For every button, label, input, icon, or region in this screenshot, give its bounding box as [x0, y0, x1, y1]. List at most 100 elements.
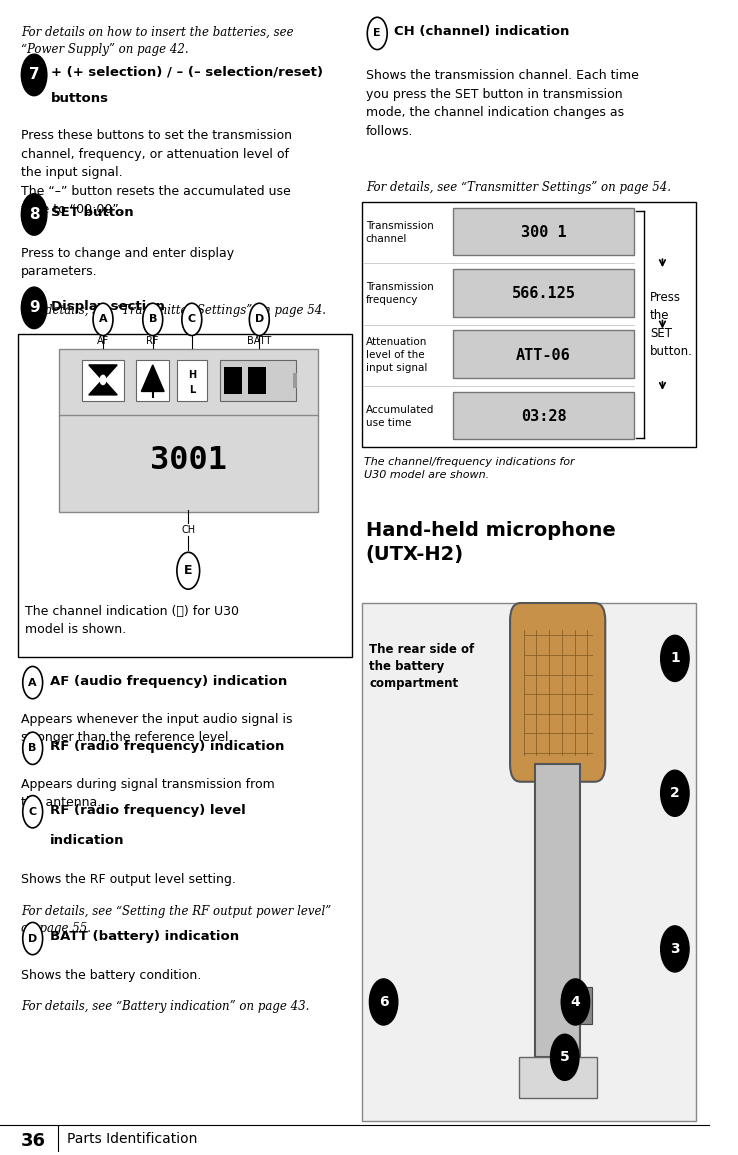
Text: Accumulated
use time: Accumulated use time — [366, 405, 434, 429]
Text: RF (radio frequency) indication: RF (radio frequency) indication — [49, 740, 284, 753]
Text: SET button: SET button — [51, 207, 134, 219]
FancyBboxPatch shape — [579, 988, 592, 1023]
FancyBboxPatch shape — [510, 603, 605, 782]
Text: D: D — [255, 314, 264, 325]
FancyBboxPatch shape — [452, 330, 635, 378]
Text: The channel indication (Ⓔ) for U30
model is shown.: The channel indication (Ⓔ) for U30 model… — [25, 605, 239, 636]
Polygon shape — [142, 365, 164, 392]
Text: 3001: 3001 — [150, 445, 227, 476]
Text: Display section: Display section — [51, 300, 165, 313]
Text: Transmission
frequency: Transmission frequency — [366, 283, 434, 305]
Circle shape — [21, 288, 47, 329]
Text: RF (radio frequency) level: RF (radio frequency) level — [49, 804, 246, 817]
FancyBboxPatch shape — [452, 208, 635, 255]
Text: Shows the battery condition.: Shows the battery condition. — [21, 969, 201, 982]
Text: The rear side of
the battery
compartment: The rear side of the battery compartment — [370, 643, 475, 691]
FancyBboxPatch shape — [452, 269, 635, 316]
Text: Press these buttons to set the transmission
channel, frequency, or attenuation l: Press these buttons to set the transmiss… — [21, 129, 292, 216]
Circle shape — [23, 796, 43, 828]
Text: 8: 8 — [29, 207, 39, 222]
Text: CH (channel) indication: CH (channel) indication — [394, 25, 570, 38]
Circle shape — [177, 552, 199, 589]
Text: For details, see “Setting the RF output power level”
on page 55.: For details, see “Setting the RF output … — [21, 906, 331, 936]
Text: Appears whenever the input audio signal is
stronger than the reference level.: Appears whenever the input audio signal … — [21, 713, 293, 744]
Text: AF: AF — [97, 336, 109, 345]
Text: Hand-held microphone
(UTX-H2): Hand-held microphone (UTX-H2) — [366, 521, 615, 565]
FancyBboxPatch shape — [362, 603, 696, 1120]
Circle shape — [93, 304, 113, 335]
Text: BATT (battery) indication: BATT (battery) indication — [49, 931, 239, 944]
FancyBboxPatch shape — [519, 1057, 597, 1097]
Text: 9: 9 — [29, 300, 39, 315]
FancyBboxPatch shape — [535, 765, 580, 1057]
Text: 36: 36 — [21, 1132, 46, 1150]
Text: CH: CH — [182, 524, 196, 535]
Circle shape — [661, 770, 689, 817]
Text: 1: 1 — [670, 651, 680, 665]
Text: H: H — [187, 371, 196, 380]
Text: Shows the transmission channel. Each time
you press the SET button in transmissi: Shows the transmission channel. Each tim… — [366, 69, 638, 137]
Text: For details, see “Transmitter Settings” on page 54.: For details, see “Transmitter Settings” … — [366, 181, 671, 194]
Text: 3: 3 — [670, 942, 680, 956]
FancyBboxPatch shape — [219, 360, 295, 401]
Text: 300 1: 300 1 — [520, 225, 566, 240]
Text: E: E — [184, 565, 193, 578]
Circle shape — [23, 732, 43, 765]
Text: Appears during signal transmission from
the antenna.: Appears during signal transmission from … — [21, 778, 275, 810]
FancyBboxPatch shape — [452, 392, 635, 439]
Polygon shape — [89, 365, 117, 395]
Text: C: C — [187, 314, 196, 325]
Text: B: B — [29, 744, 37, 753]
Circle shape — [182, 304, 201, 335]
FancyBboxPatch shape — [224, 367, 242, 394]
FancyBboxPatch shape — [18, 334, 351, 657]
Text: For details, see “Battery indication” on page 43.: For details, see “Battery indication” on… — [21, 1000, 310, 1013]
Text: A: A — [99, 314, 107, 325]
Circle shape — [142, 304, 162, 335]
Text: D: D — [28, 933, 38, 944]
FancyBboxPatch shape — [137, 360, 169, 401]
Text: ATT-06: ATT-06 — [516, 348, 570, 363]
Text: BATT: BATT — [247, 336, 272, 345]
Circle shape — [21, 194, 47, 236]
FancyBboxPatch shape — [294, 373, 297, 388]
Circle shape — [551, 1034, 579, 1080]
FancyBboxPatch shape — [59, 349, 317, 416]
Circle shape — [661, 635, 689, 681]
Text: Transmission
channel: Transmission channel — [366, 221, 434, 244]
Circle shape — [23, 666, 43, 699]
Circle shape — [370, 979, 398, 1024]
Circle shape — [368, 17, 387, 50]
Circle shape — [249, 304, 269, 335]
Text: Parts Identification: Parts Identification — [67, 1132, 198, 1146]
Text: 7: 7 — [29, 67, 39, 82]
Text: The channel/frequency indications for
U30 model are shown.: The channel/frequency indications for U3… — [365, 456, 575, 479]
Text: B: B — [148, 314, 157, 325]
Text: indication: indication — [49, 834, 124, 847]
Text: 566.125: 566.125 — [511, 286, 576, 301]
Text: For details on how to insert the batteries, see
“Power Supply” on page 42.: For details on how to insert the batteri… — [21, 25, 294, 57]
Text: 5: 5 — [560, 1050, 570, 1064]
Circle shape — [21, 54, 47, 96]
Circle shape — [561, 979, 590, 1024]
Text: E: E — [373, 29, 381, 38]
Text: 2: 2 — [670, 787, 680, 800]
Text: A: A — [28, 678, 37, 687]
FancyBboxPatch shape — [248, 367, 266, 394]
Text: Press
the
SET
button.: Press the SET button. — [650, 291, 693, 358]
Text: RF: RF — [146, 336, 159, 345]
Text: 03:28: 03:28 — [520, 409, 566, 424]
Circle shape — [23, 923, 43, 955]
Text: + (+ selection) / – (– selection/reset): + (+ selection) / – (– selection/reset) — [51, 66, 323, 79]
FancyBboxPatch shape — [362, 202, 696, 447]
Text: Attenuation
level of the
input signal: Attenuation level of the input signal — [366, 337, 427, 373]
Text: Shows the RF output level setting.: Shows the RF output level setting. — [21, 873, 236, 886]
Text: C: C — [29, 806, 37, 817]
Text: 6: 6 — [379, 994, 388, 1009]
Text: AF (audio frequency) indication: AF (audio frequency) indication — [49, 675, 287, 687]
FancyBboxPatch shape — [59, 415, 317, 512]
Circle shape — [100, 375, 106, 385]
FancyBboxPatch shape — [83, 360, 123, 401]
Circle shape — [661, 926, 689, 973]
Text: L: L — [189, 386, 195, 395]
